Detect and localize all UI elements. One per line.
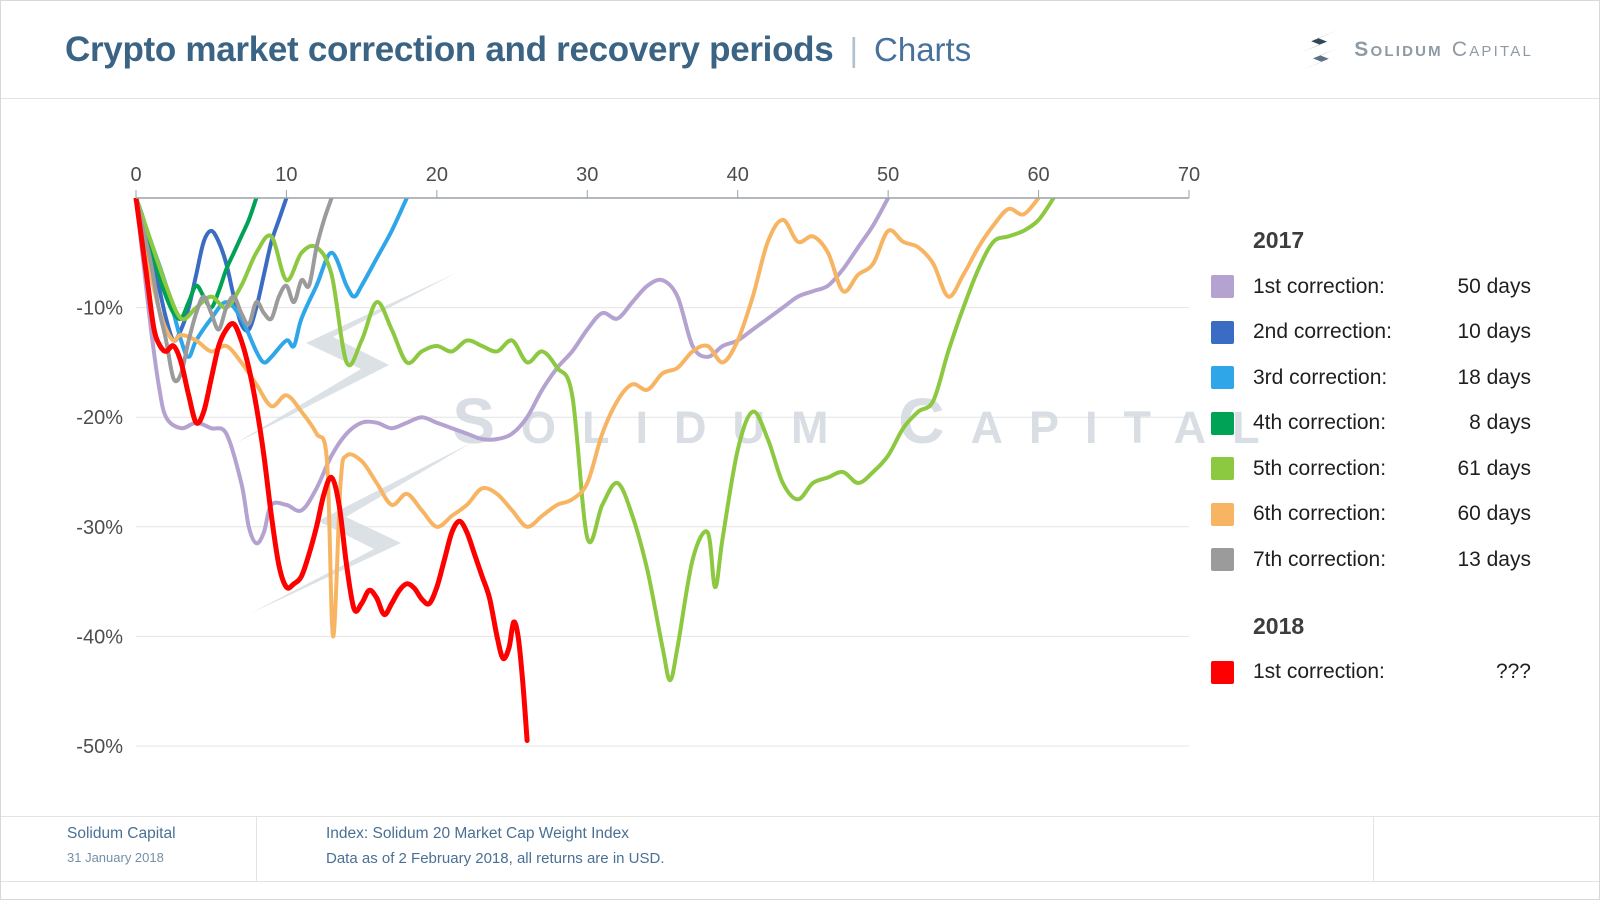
- footer-index-note: Index: Solidum 20 Market Cap Weight Inde…: [326, 825, 629, 842]
- footer-notes-block: Index: Solidum 20 Market Cap Weight Inde…: [326, 825, 665, 867]
- legend-label: 3rd correction:: [1253, 365, 1388, 389]
- x-tick-label: 30: [576, 164, 598, 186]
- x-tick-label: 0: [130, 164, 141, 186]
- x-tick-label: 50: [877, 164, 899, 186]
- legend-value: 50 days: [1457, 274, 1531, 298]
- solidum-logo-icon: [1301, 29, 1339, 70]
- page-title: Crypto market correction and recovery pe…: [65, 30, 971, 70]
- x-tick-label: 60: [1027, 164, 1049, 186]
- legend-value: 60 days: [1457, 502, 1531, 526]
- watermark-bolt-icon: [251, 443, 471, 613]
- legend-value: 13 days: [1457, 547, 1531, 571]
- legend-label: 6th correction:: [1253, 502, 1387, 526]
- footer-divider: [1373, 817, 1374, 881]
- footer-data-note: Data as of 2 February 2018, all returns …: [326, 850, 665, 867]
- legend-label: 4th correction:: [1253, 411, 1387, 435]
- footer-company-block: Solidum Capital 31 January 2018: [67, 825, 176, 865]
- legend-item: 2nd correction: 10 days: [1197, 310, 1549, 356]
- x-tick-label: 70: [1178, 164, 1200, 186]
- x-tick-label: 20: [426, 164, 448, 186]
- legend-value: 8 days: [1469, 411, 1531, 435]
- header: Crypto market correction and recovery pe…: [1, 1, 1599, 99]
- legend-swatch: [1211, 411, 1234, 435]
- y-tick-label: -50%: [76, 736, 123, 758]
- legend-label: 1st correction:: [1253, 660, 1385, 684]
- brand-name-secondary: Capital: [1451, 37, 1533, 61]
- x-tick-label: 10: [275, 164, 297, 186]
- legend-swatch: [1211, 366, 1234, 390]
- series-line-2017-5: [134, 198, 1056, 683]
- footer-divider: [256, 817, 257, 881]
- legend-value: 61 days: [1457, 456, 1531, 480]
- brand-name: Solidum Capital: [1354, 38, 1533, 62]
- legend-year-2018: 2018: [1253, 612, 1305, 639]
- legend-year-2017: 2017: [1253, 227, 1305, 253]
- legend-label: 7th correction:: [1253, 547, 1387, 571]
- legend-label: 1st correction:: [1253, 274, 1385, 298]
- y-tick-label: -10%: [76, 298, 123, 320]
- footer-company: Solidum Capital: [67, 825, 176, 842]
- legend-swatch: [1211, 548, 1234, 572]
- title-section-label: Charts: [874, 30, 972, 68]
- title-text: Crypto market correction and recovery pe…: [65, 29, 834, 69]
- y-tick-label: -30%: [76, 517, 123, 539]
- series-line-2017-2: [134, 198, 289, 343]
- legend-swatch: [1211, 457, 1234, 481]
- legend-swatch: [1211, 320, 1234, 344]
- legend-value: 18 days: [1457, 365, 1531, 389]
- footer: Solidum Capital 31 January 2018 Index: S…: [1, 816, 1599, 882]
- legend-label: 5th correction:: [1253, 456, 1387, 480]
- legend-item: 7th correction: 13 days: [1197, 537, 1549, 583]
- legend-item: 4th correction: 8 days: [1197, 401, 1549, 447]
- series-line-2017-6: [134, 198, 1041, 639]
- legend-value: 10 days: [1457, 320, 1531, 344]
- legend-item: 5th correction: 61 days: [1197, 446, 1549, 492]
- title-separator: |: [849, 30, 859, 68]
- legend-item: 6th correction: 60 days: [1197, 492, 1549, 538]
- legend-item: 1st correction: 50 days: [1197, 264, 1549, 310]
- legend-value: ???: [1495, 660, 1531, 684]
- legend-swatch: [1211, 660, 1234, 684]
- legend-swatch: [1211, 275, 1234, 299]
- x-tick-label: 40: [727, 164, 749, 186]
- series-line-2017-4: [134, 198, 259, 322]
- plot-area: [133, 198, 1056, 743]
- chart-legend: 2017 1st correction: 50 days 2nd correction…: [1197, 221, 1549, 695]
- series-line-2018-8: [133, 198, 530, 743]
- legend-swatch: [1211, 502, 1234, 526]
- y-tick-label: -40%: [76, 626, 123, 648]
- brand-name-primary: Solidum: [1354, 37, 1443, 61]
- legend-item: 1st correction:???: [1197, 650, 1549, 696]
- watermark-text: Solidum Capital: [452, 385, 1285, 457]
- legend-label: 2nd correction:: [1253, 320, 1392, 344]
- legend-item: 3rd correction: 18 days: [1197, 355, 1549, 401]
- series-line-2017-1: [134, 198, 891, 546]
- brand-logo: Solidum Capital: [1298, 27, 1533, 73]
- footer-date: 31 January 2018: [67, 850, 164, 865]
- y-tick-label: -20%: [76, 407, 123, 429]
